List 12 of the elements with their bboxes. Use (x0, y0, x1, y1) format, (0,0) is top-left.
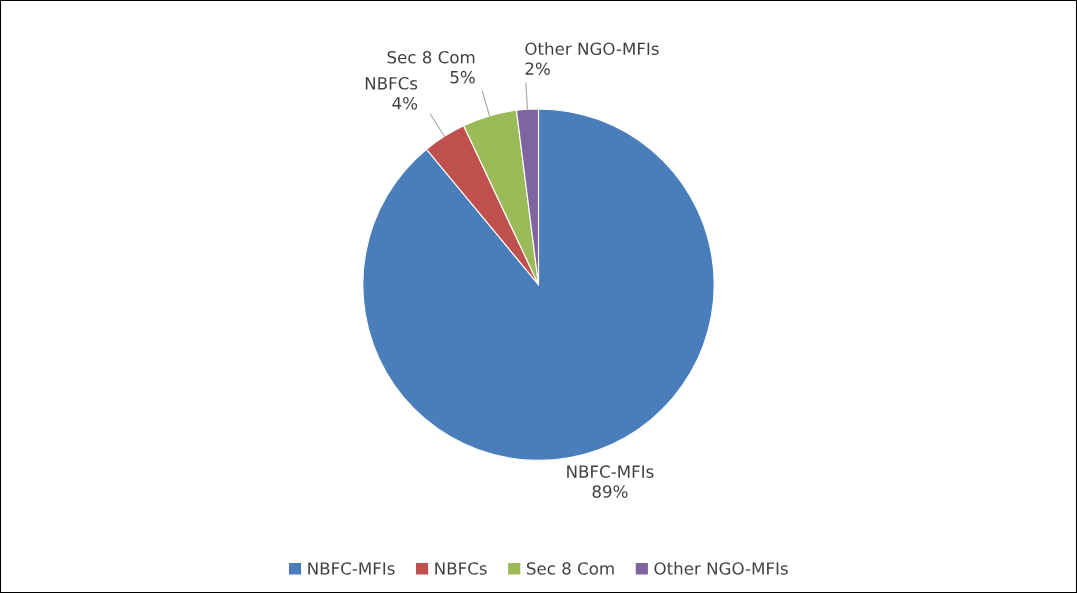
legend-label: NBFCs (435, 562, 487, 575)
data-label: 89% (592, 485, 628, 498)
slice-label: NBFCs (365, 77, 418, 90)
legend-label: Sec 8 Com (526, 562, 614, 575)
slice-label: Other NGO-MFIs (525, 42, 659, 56)
data-label: 5% (450, 70, 475, 84)
slice-label: Sec 8 Com (387, 50, 475, 64)
slice-label: NBFC-MFIs (567, 465, 654, 478)
legend-label: Other NGO-MFIs (654, 561, 788, 575)
data-label: 4% (392, 96, 418, 110)
legend-label: NBFC-MFIs (308, 562, 395, 575)
data-label: 2% (525, 62, 550, 75)
